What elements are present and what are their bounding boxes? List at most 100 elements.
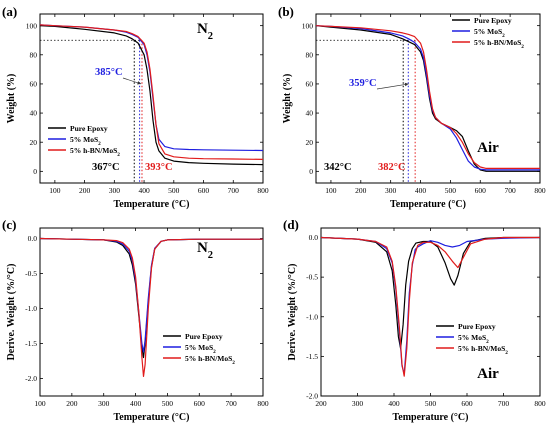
plot-frame	[315, 13, 541, 184]
x-tick-label: 400	[138, 186, 150, 195]
onset-annotation-mos2: 359°C	[349, 78, 377, 89]
y-axis-label: Weight (%)	[282, 74, 293, 124]
y-tick-label: 100	[26, 21, 38, 30]
series-line-pure	[39, 25, 264, 166]
y-tick-label: -0.5	[306, 273, 318, 282]
x-tick-label: 300	[352, 399, 364, 408]
onset-annotation-pure: 367°C	[92, 162, 120, 173]
legend-entry-mos2-main: 5% MoS	[458, 333, 486, 342]
x-tick-label: 500	[162, 399, 174, 408]
onset-annotation-mos2: 385°C	[95, 67, 123, 78]
x-tick-label: 300	[98, 399, 110, 408]
series-line-pure	[320, 236, 540, 350]
legend-entry-mos2: 5% MoS2	[474, 27, 505, 39]
y-tick-label: -2.0	[25, 374, 37, 383]
y-tick-label: 100	[302, 21, 314, 30]
y-tick-label: -0.5	[25, 269, 37, 278]
gas-label: Air	[477, 366, 499, 382]
series-line-hbn	[315, 25, 540, 169]
y-tick-label: 20	[306, 138, 314, 147]
legend-entry-hbn-main: 5% h-BN/MoS	[185, 354, 232, 363]
legend-entry-pure-main: Pure Epoxy	[474, 16, 512, 25]
y-tick-label: 0	[33, 167, 37, 176]
plot-frame	[39, 13, 264, 184]
annotation-arrowhead	[137, 81, 142, 85]
y-tick-label: 40	[306, 109, 314, 118]
x-tick-label: 600	[461, 399, 473, 408]
legend-entry-mos2-main: 5% MoS	[185, 343, 213, 352]
gas-label-main: Air	[477, 366, 499, 382]
legend-entry-mos2: 5% MoS2	[458, 333, 489, 345]
legend-entry-hbn-sub: 2	[117, 152, 120, 158]
plot-frame	[39, 227, 264, 397]
y-tick-label: 20	[30, 138, 38, 147]
y-tick-label: 0.0	[309, 233, 319, 242]
legend-entry-pure: Pure Epoxy	[474, 16, 512, 25]
gas-label-sub: 2	[208, 250, 213, 261]
x-tick-label: 600	[475, 186, 487, 195]
x-tick-label: 600	[198, 186, 210, 195]
legend-entry-pure-main: Pure Epoxy	[185, 332, 223, 341]
legend-entry-hbn: 5% h-BN/MoS2	[474, 38, 524, 50]
legend-entry-hbn: 5% h-BN/MoS2	[458, 344, 508, 356]
legend-entry-hbn: 5% h-BN/MoS2	[70, 146, 120, 158]
x-tick-label: 600	[194, 399, 206, 408]
plot-frame	[320, 227, 541, 397]
legend-entry-mos2-sub: 2	[98, 141, 101, 147]
panel-label: (d)	[283, 217, 299, 232]
gas-label: N2	[197, 21, 213, 42]
y-tick-label: -1.5	[25, 339, 37, 348]
x-axis-label: Temperature (°C)	[114, 199, 190, 210]
onset-annotation-hbn: 382°C	[378, 162, 406, 173]
legend-entry-mos2-sub: 2	[502, 33, 505, 39]
y-tick-label: 0	[309, 167, 313, 176]
x-tick-label: 300	[385, 186, 397, 195]
x-tick-label: 700	[226, 399, 238, 408]
x-tick-label: 800	[534, 399, 546, 408]
legend-entry-hbn-main: 5% h-BN/MoS	[70, 146, 117, 155]
y-tick-label: -1.0	[306, 312, 318, 321]
gas-label-sub: 2	[208, 31, 213, 42]
x-tick-label: 800	[257, 186, 269, 195]
gas-label: N2	[197, 240, 213, 261]
y-tick-label: 0.0	[28, 234, 38, 243]
legend-entry-hbn-sub: 2	[521, 44, 524, 50]
panel-c: 100 200 300 400 500 600 700 800 -2.0 -1.5 -1.0 -0.5…	[2, 217, 269, 423]
panel-d: 200 300 400 500 600 700 800 -2.0 -1.5 -1.0 -0.5 0.0…	[283, 217, 546, 423]
series-line-mos2	[315, 25, 540, 171]
gas-label-main: N	[197, 21, 208, 37]
legend-entry-hbn: 5% h-BN/MoS2	[185, 354, 235, 366]
x-tick-label: 100	[34, 399, 46, 408]
y-tick-label: -1.5	[306, 352, 318, 361]
panel-label: (c)	[2, 217, 16, 232]
panel-label: (a)	[2, 4, 17, 19]
legend-entry-pure: Pure Epoxy	[185, 332, 223, 341]
x-tick-label: 800	[534, 186, 546, 195]
legend-entry-mos2-sub: 2	[486, 339, 489, 345]
legend-entry-mos2: 5% MoS2	[185, 343, 216, 355]
x-tick-label: 500	[445, 186, 457, 195]
gas-label-main: N	[197, 240, 208, 256]
legend-entry-hbn-main: 5% h-BN/MoS	[458, 344, 505, 353]
series-line-hbn	[39, 24, 264, 160]
y-axis-label: Weight (%)	[6, 74, 17, 124]
legend-entry-mos2-main: 5% MoS	[70, 135, 98, 144]
x-tick-label: 300	[109, 186, 121, 195]
onset-annotation-hbn: 393°C	[145, 162, 173, 173]
legend-entry-hbn-sub: 2	[505, 350, 508, 356]
y-tick-label: 60	[306, 80, 314, 89]
x-tick-label: 500	[425, 399, 437, 408]
series-line-pure	[315, 25, 540, 172]
series-line-pure	[39, 237, 263, 359]
x-tick-label: 100	[49, 186, 61, 195]
legend-entry-pure-main: Pure Epoxy	[70, 124, 108, 133]
x-tick-label: 500	[168, 186, 180, 195]
x-tick-label: 400	[388, 399, 400, 408]
panel-label: (b)	[278, 4, 294, 19]
y-tick-label: -2.0	[306, 392, 318, 401]
legend-entry-mos2-main: 5% MoS	[474, 27, 502, 36]
legend-entry-hbn-sub: 2	[232, 360, 235, 366]
